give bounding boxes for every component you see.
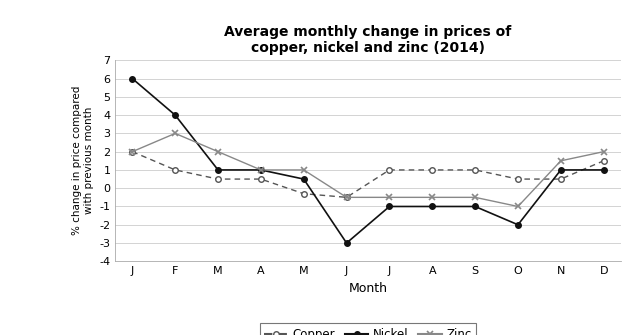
Nickel [471,204,479,208]
Copper [129,150,136,154]
Copper [471,168,479,172]
Nickel [300,177,308,181]
Nickel [172,113,179,117]
X-axis label: Month: Month [349,282,387,295]
Zinc [214,150,222,154]
Zinc [471,195,479,199]
Title: Average monthly change in prices of
copper, nickel and zinc (2014): Average monthly change in prices of copp… [225,25,511,55]
Nickel [428,204,436,208]
Zinc [300,168,308,172]
Zinc [557,159,564,163]
Zinc [343,195,351,199]
Zinc [514,204,522,208]
Nickel [600,168,607,172]
Zinc [172,131,179,135]
Line: Zinc: Zinc [129,130,607,210]
Nickel [257,168,265,172]
Copper [343,195,351,199]
Copper [428,168,436,172]
Copper [385,168,393,172]
Copper [172,168,179,172]
Zinc [385,195,393,199]
Copper [514,177,522,181]
Copper [257,177,265,181]
Zinc [257,168,265,172]
Copper [600,159,607,163]
Line: Nickel: Nickel [129,76,607,246]
Copper [214,177,222,181]
Legend: Copper, Nickel, Zinc: Copper, Nickel, Zinc [260,324,476,335]
Zinc [129,150,136,154]
Copper [557,177,564,181]
Nickel [343,241,351,245]
Nickel [129,77,136,81]
Zinc [600,150,607,154]
Copper [300,192,308,196]
Nickel [214,168,222,172]
Y-axis label: % change in price compared
with previous month: % change in price compared with previous… [72,86,93,236]
Zinc [428,195,436,199]
Line: Copper: Copper [129,149,607,200]
Nickel [557,168,564,172]
Nickel [514,223,522,227]
Nickel [385,204,393,208]
